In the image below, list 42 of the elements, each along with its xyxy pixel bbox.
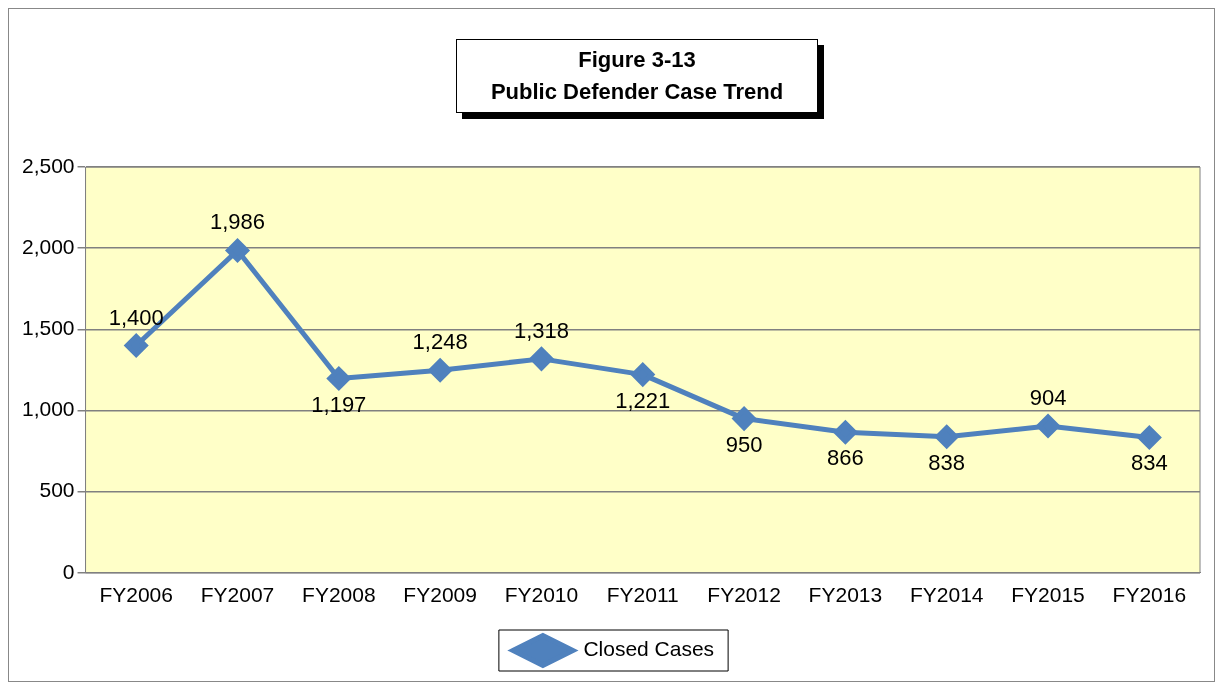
point bbox=[124, 334, 148, 358]
point bbox=[1137, 425, 1161, 449]
data-label: 1,400 bbox=[108, 304, 164, 330]
point bbox=[631, 363, 655, 387]
x-tick-label: FY2014 bbox=[909, 583, 984, 607]
x-tick-label: FY2013 bbox=[808, 583, 883, 607]
chart-subtitle: Public Defender Case Trend bbox=[489, 78, 785, 106]
point bbox=[428, 358, 452, 382]
chart-title: Figure 3-13 bbox=[577, 46, 697, 74]
point bbox=[529, 347, 553, 371]
data-label: 1,248 bbox=[412, 329, 468, 355]
data-label: 834 bbox=[1130, 450, 1168, 476]
data-label: 950 bbox=[725, 431, 763, 457]
point bbox=[935, 425, 959, 449]
data-label: 1,318 bbox=[513, 317, 569, 343]
data-label: 1,986 bbox=[209, 209, 266, 235]
data-label: 1,197 bbox=[311, 391, 367, 417]
point bbox=[327, 367, 351, 390]
x-tick-label: FY2008 bbox=[302, 583, 376, 607]
x-tick-label: FY2011 bbox=[606, 583, 679, 607]
y-tick-label: 0 bbox=[62, 559, 75, 583]
legend-label: Closed Cases bbox=[583, 637, 715, 661]
y-tick-label: 1,500 bbox=[21, 316, 75, 340]
data-label: 866 bbox=[827, 445, 864, 471]
x-tick-label: FY2009 bbox=[403, 583, 477, 607]
point bbox=[226, 238, 250, 262]
y-tick-label: 1,000 bbox=[21, 397, 75, 421]
x-tick-label: FY2016 bbox=[1112, 583, 1187, 607]
point bbox=[732, 407, 756, 431]
point bbox=[833, 420, 857, 444]
y-tick-label: 2,500 bbox=[21, 153, 75, 177]
x-tick-label: FY2010 bbox=[504, 583, 579, 607]
x-tick-label: FY2007 bbox=[200, 583, 275, 607]
x-tick-label: FY2006 bbox=[99, 583, 173, 607]
y-tick-label: 500 bbox=[39, 478, 75, 502]
data-label: 1,221 bbox=[615, 387, 671, 413]
x-tick-label: FY2015 bbox=[1011, 583, 1085, 607]
x-tick-label: FY2012 bbox=[707, 583, 781, 607]
data-label: 838 bbox=[928, 449, 966, 475]
point bbox=[1036, 414, 1060, 438]
y-tick-label: 2,000 bbox=[21, 234, 75, 258]
data-label: 904 bbox=[1029, 385, 1067, 411]
